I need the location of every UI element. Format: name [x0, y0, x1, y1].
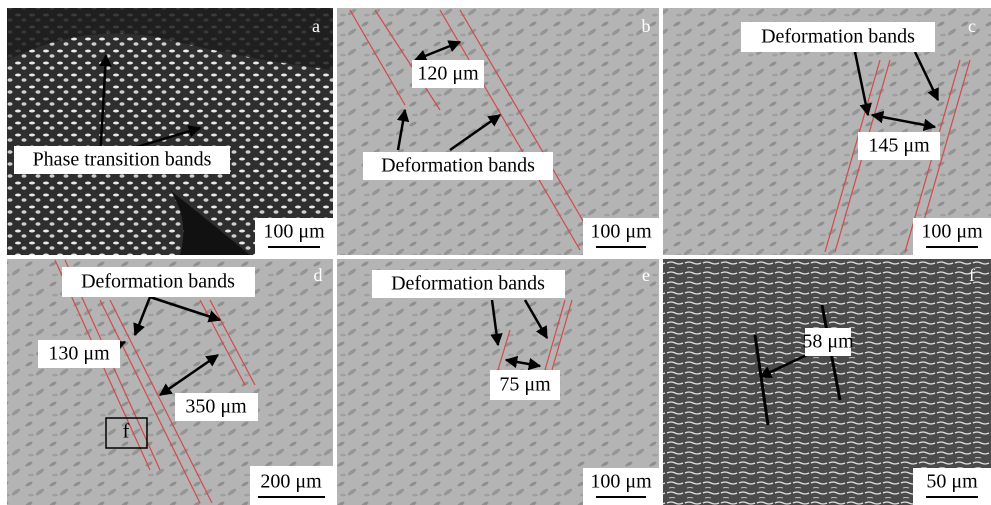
figure: a b c d e f Phase transition bands 120 μ…	[0, 0, 991, 505]
annotation: 130 μm	[48, 343, 110, 365]
scale-label: 50 μm	[926, 471, 978, 493]
panel-letter: b	[642, 16, 651, 36]
panel-letter: d	[314, 265, 323, 285]
annotation: 75 μm	[499, 374, 551, 396]
annotation: Deformation bands	[391, 273, 545, 295]
annotation: Deformation bands	[761, 26, 915, 48]
panel-image	[337, 8, 659, 255]
annotation: 145 μm	[868, 135, 930, 157]
scale-label: 100 μm	[590, 221, 652, 243]
panel-letter: a	[312, 16, 320, 36]
panel-letter: e	[642, 265, 650, 285]
scale-label: 100 μm	[263, 221, 325, 243]
panel-letter: c	[968, 16, 976, 36]
annotation: 120 μm	[417, 63, 479, 85]
scale-label: 200 μm	[260, 471, 322, 493]
annotation: Deformation bands	[381, 155, 535, 177]
scale-label: 100 μm	[590, 471, 652, 493]
annotation: 350 μm	[185, 396, 247, 418]
annotation: f	[123, 421, 130, 443]
annotation: Deformation bands	[81, 271, 235, 293]
scale-label: 100 μm	[921, 221, 983, 243]
annotation: Phase transition bands	[33, 149, 212, 171]
panel-letter: f	[969, 265, 975, 285]
annotation: 58 μm	[802, 331, 854, 353]
